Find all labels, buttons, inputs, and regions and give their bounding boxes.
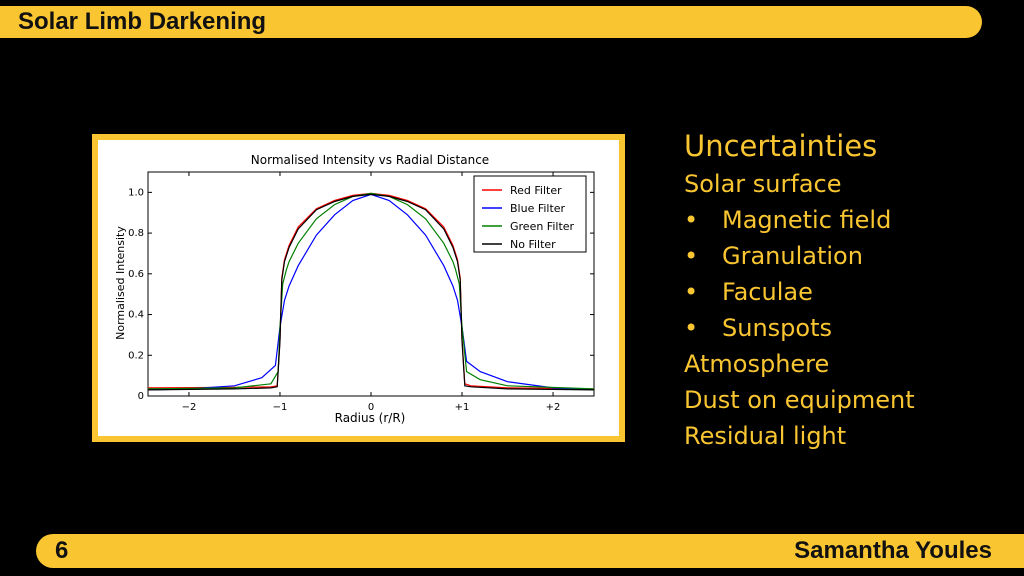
y-axis-label: Normalised Intensity bbox=[114, 226, 127, 340]
slide-title: Solar Limb Darkening bbox=[18, 8, 267, 35]
uncertainties-heading: Uncertainties bbox=[684, 129, 878, 163]
uncertainty-item: Dust on equipment bbox=[684, 382, 915, 418]
y-tick-label: 0.4 bbox=[128, 310, 144, 321]
series-line-no-filter bbox=[147, 193, 595, 391]
legend-label: Green Filter bbox=[510, 220, 575, 233]
footer-bar bbox=[36, 534, 1024, 568]
header-bar bbox=[0, 6, 982, 38]
uncertainty-item-label: Faculae bbox=[722, 278, 813, 306]
x-tick-label: −2 bbox=[182, 402, 197, 413]
chart-area: Normalised Intensity vs Radial Distance … bbox=[98, 140, 619, 436]
author-name: Samantha Youles bbox=[794, 537, 992, 564]
y-tick-label: 0 bbox=[138, 391, 144, 402]
bullet-icon: • bbox=[684, 314, 699, 342]
bullet-icon: • bbox=[684, 278, 699, 306]
y-tick-label: 0.8 bbox=[128, 228, 144, 239]
uncertainty-item: • Faculae bbox=[684, 274, 915, 310]
uncertainty-item-label: Sunspots bbox=[722, 314, 832, 342]
uncertainty-item: • Sunspots bbox=[684, 310, 915, 346]
uncertainty-item: Solar surface bbox=[684, 166, 915, 202]
uncertainty-item: • Granulation bbox=[684, 238, 915, 274]
uncertainty-item-label: Granulation bbox=[722, 242, 863, 270]
legend-box bbox=[473, 175, 587, 253]
uncertainty-item-label: Dust on equipment bbox=[684, 386, 915, 414]
x-axis-label: Radius (r/R) bbox=[335, 411, 406, 425]
y-tick-label: 0.6 bbox=[128, 269, 144, 280]
uncertainty-item-label: Magnetic field bbox=[722, 206, 892, 234]
bullet-icon: • bbox=[684, 242, 699, 270]
x-tick-label: −1 bbox=[273, 402, 288, 413]
uncertainty-item: • Magnetic field bbox=[684, 202, 915, 238]
plot-layer: −2 −1 0 +1 +2 0 0.2 0.4 0.6 0.8 1.0 Red Filter Blue … bbox=[128, 171, 595, 413]
uncertainty-item-label: Atmosphere bbox=[684, 350, 830, 378]
legend-label: Red Filter bbox=[510, 184, 562, 197]
chart-title: Normalised Intensity vs Radial Distance bbox=[251, 153, 489, 167]
uncertainty-item-label: Residual light bbox=[684, 422, 847, 450]
intensity-chart: Normalised Intensity vs Radial Distance … bbox=[114, 153, 595, 425]
x-tick-label: +1 bbox=[455, 402, 470, 413]
uncertainty-item-label: Solar surface bbox=[684, 170, 842, 198]
slide-number: 6 bbox=[55, 537, 69, 564]
uncertainties-panel: Uncertainties Solar surface • Magnetic fie… bbox=[684, 126, 915, 454]
y-tick-label: 0.2 bbox=[128, 350, 144, 361]
legend-label: Blue Filter bbox=[510, 202, 566, 215]
legend-label: No Filter bbox=[510, 238, 556, 251]
uncertainty-item: Atmosphere bbox=[684, 346, 915, 382]
bullet-icon: • bbox=[684, 206, 699, 234]
uncertainties-list: Solar surface • Magnetic field • Granulation… bbox=[684, 166, 915, 454]
x-tick-label: +2 bbox=[546, 402, 561, 413]
y-tick-label: 1.0 bbox=[128, 187, 144, 198]
x-tick-label: 0 bbox=[368, 402, 374, 413]
uncertainty-item: Residual light bbox=[684, 418, 915, 454]
